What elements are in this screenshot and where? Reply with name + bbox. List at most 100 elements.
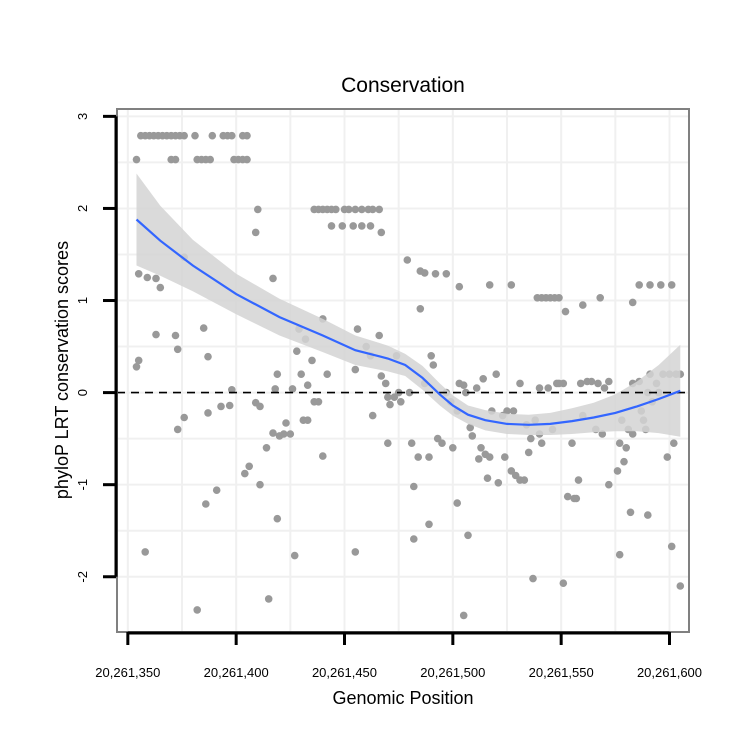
data-point (555, 294, 563, 302)
data-point (173, 425, 182, 434)
plot-panel (116, 108, 690, 633)
data-point (628, 430, 637, 438)
data-point (290, 551, 299, 560)
data-point (410, 482, 418, 491)
data-point (563, 492, 572, 501)
data-point (472, 384, 481, 392)
data-point (134, 356, 143, 365)
data-point (288, 385, 297, 393)
data-point (520, 476, 529, 484)
data-point (377, 228, 386, 237)
data-point (516, 379, 524, 388)
data-point (338, 222, 347, 230)
x-tick-label: 20,261,400 (204, 665, 269, 680)
data-point (351, 548, 360, 556)
data-point (626, 508, 635, 517)
data-point (358, 222, 366, 230)
data-point (483, 474, 492, 483)
x-tick-label: 20,261,600 (637, 665, 702, 680)
data-point (384, 439, 392, 448)
data-point (670, 439, 678, 448)
data-point (425, 453, 433, 461)
data-point (191, 131, 199, 140)
data-point (507, 281, 516, 289)
data-point (620, 457, 628, 466)
data-point (414, 453, 423, 461)
data-point (381, 379, 390, 388)
data-point (579, 301, 587, 309)
data-point (663, 453, 672, 461)
data-point (297, 370, 306, 379)
data-point (323, 370, 332, 379)
x-axis: 20,261,350 20,261,400 20,261,450 20,261,500… (95, 631, 702, 680)
data-point (358, 205, 366, 214)
data-point (368, 205, 377, 214)
data-point (228, 386, 236, 394)
data-point (561, 307, 570, 316)
data-point (314, 398, 323, 406)
data-point (667, 542, 676, 551)
data-point (212, 486, 221, 495)
x-tick-label: 20,261,350 (95, 665, 160, 680)
data-point (228, 131, 236, 140)
data-point (243, 131, 251, 140)
data-point (455, 282, 464, 291)
data-point (459, 611, 468, 620)
data-point (477, 444, 485, 452)
data-point (204, 352, 212, 361)
data-point (667, 281, 676, 289)
data-point (410, 535, 418, 543)
data-point (256, 402, 264, 411)
data-point (171, 155, 180, 164)
data-point (217, 402, 225, 411)
data-point (193, 606, 201, 614)
data-point (375, 331, 384, 340)
data-point (377, 372, 386, 380)
data-point (156, 283, 165, 292)
data-point (293, 347, 301, 356)
data-point (271, 385, 280, 393)
data-point (308, 356, 316, 365)
chart-title: Conservation (341, 74, 465, 97)
data-point (386, 400, 394, 409)
data-point (405, 388, 414, 397)
y-axis: -2 -1 0 1 2 3 (75, 113, 118, 583)
data-point (349, 222, 358, 230)
data-point (494, 479, 503, 487)
data-point (657, 281, 665, 289)
data-point (273, 370, 282, 379)
y-tick-label: -2 (75, 571, 90, 583)
data-point (635, 281, 643, 289)
data-point (171, 331, 180, 340)
data-point (598, 430, 607, 438)
data-point (264, 595, 273, 603)
data-point (464, 531, 472, 540)
data-point (459, 381, 468, 390)
data-point (503, 407, 511, 415)
data-point (438, 439, 446, 448)
data-point (241, 469, 249, 478)
data-point (327, 222, 336, 230)
data-point (286, 430, 295, 438)
data-point (644, 511, 652, 519)
data-point (615, 550, 624, 559)
data-point (384, 393, 392, 402)
x-axis-label: Genomic Position (332, 688, 473, 708)
data-point (615, 439, 624, 448)
data-point (420, 269, 429, 277)
data-point (628, 298, 637, 307)
data-point (594, 379, 602, 388)
data-point (180, 131, 188, 140)
data-point (676, 582, 685, 590)
data-point (269, 274, 277, 283)
data-point (559, 379, 568, 388)
data-point (544, 384, 552, 392)
data-point (568, 439, 576, 448)
data-point (243, 155, 251, 164)
data-point (204, 409, 212, 417)
data-point (319, 452, 327, 460)
data-point (351, 365, 360, 374)
data-point (152, 274, 160, 283)
data-point (251, 228, 260, 237)
